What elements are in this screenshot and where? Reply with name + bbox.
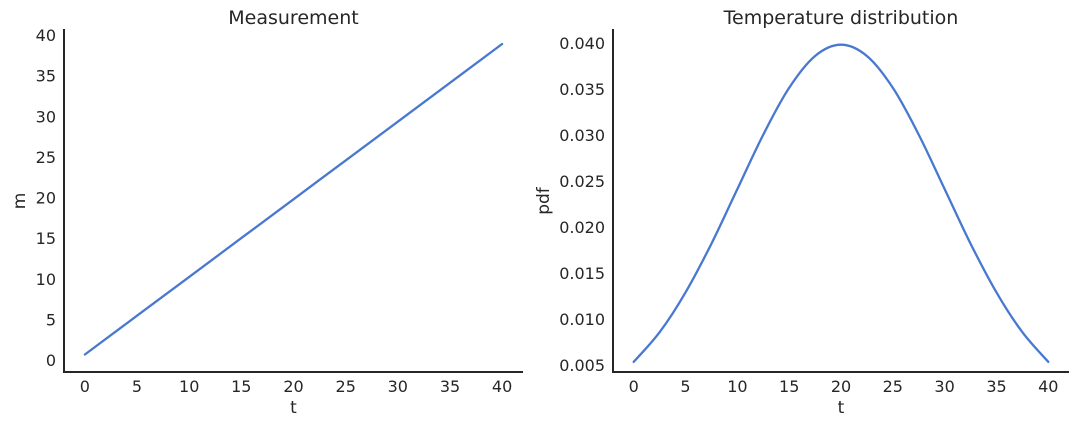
x-tick-label: 20 [283,377,303,396]
y-tick-label: 35 [36,67,56,86]
x-tick-label: 40 [1038,377,1058,396]
x-tick-label: 5 [132,377,142,396]
temperature-distribution-chart-title: Temperature distribution [723,7,959,29]
series-line [83,42,504,356]
x-tick-label: 35 [440,377,460,396]
x-tick-label: 40 [492,377,512,396]
y-tick-label: 20 [36,189,56,208]
y-tick-label: 0.030 [559,126,605,145]
y-tick-label: 30 [36,107,56,126]
y-tick-label: 0.015 [559,264,605,283]
x-tick-label: 35 [986,377,1006,396]
y-tick-label: 40 [36,26,56,45]
x-tick-label: 30 [934,377,954,396]
y-tick-label: 0.025 [559,172,605,191]
x-tick-label: 25 [336,377,356,396]
y-tick-label: 0.040 [559,34,605,53]
y-tick-label: 5 [46,311,56,330]
axes-spines [612,29,1069,373]
measurement-y-axis-label: m [10,192,30,210]
axes-spines [63,29,523,373]
temperature-y-axis-label: pdf [534,187,554,215]
x-tick-label: 5 [680,377,690,396]
x-tick-label: 10 [179,377,199,396]
y-tick-label: 0.005 [559,356,605,375]
x-tick-label: 0 [629,377,639,396]
y-tick-label: 0.035 [559,80,605,99]
x-tick-label: 0 [80,377,90,396]
y-tick-label: 0 [46,351,56,370]
x-tick-label: 10 [727,377,747,396]
series-line [632,43,1050,364]
y-tick-label: 10 [36,270,56,289]
y-tick-label: 0.010 [559,310,605,329]
y-tick-label: 25 [36,148,56,167]
temperature-x-axis-label: t [837,398,845,418]
x-tick-label: 15 [779,377,799,396]
measurement-chart: 0 5 10 15 20 25 30 35 40 0 5 10 15 20 25 30 35 40 [36,26,523,396]
y-tick-label: 0.020 [559,218,605,237]
x-tick-label: 20 [831,377,851,396]
measurement-x-axis-label: t [290,398,297,418]
temperature-distribution-chart: 0 5 10 15 20 25 30 35 40 0.005 0.010 0.015 0.020 0.02… [559,29,1069,396]
measurement-chart-title: Measurement [228,7,359,29]
x-tick-label: 30 [388,377,408,396]
x-tick-label: 25 [883,377,903,396]
y-tick-label: 15 [36,229,56,248]
x-tick-label: 15 [231,377,251,396]
